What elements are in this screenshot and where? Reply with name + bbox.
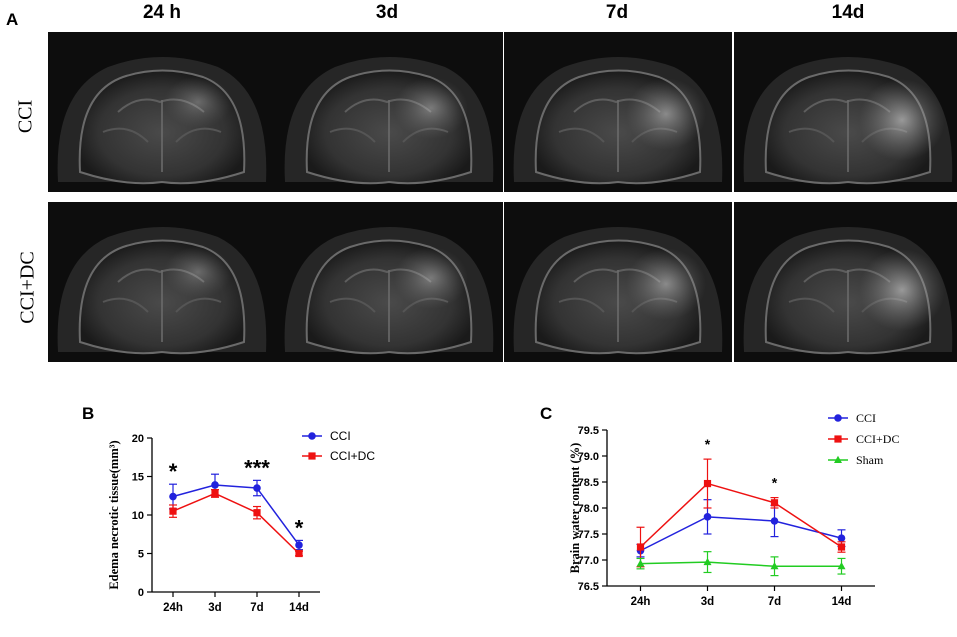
mri-image-cci-dc-14d [734, 202, 957, 362]
chart-c-x-tick-label: 24h [631, 596, 651, 608]
chart-c-x-tick-label: 14d [832, 596, 852, 608]
chart-c-cci-point [703, 513, 712, 521]
chart-b-x-tick-label: 3d [208, 602, 221, 614]
chart-c-y-tick-label: 76.5 [578, 581, 599, 593]
chart-c-legend-sham-marker [834, 455, 842, 463]
chart-b-y-tick-label: 15 [132, 472, 144, 484]
chart-b-legend-cci-dc-label: CCI+DC [330, 449, 375, 463]
chart-c-cci-dc-point [770, 499, 779, 507]
chart-b-cci-dc-point [169, 507, 177, 515]
chart-c-legend-cci-dc-label: CCI+DC [856, 432, 899, 446]
chart-b-legend-cci-dc-marker [308, 452, 316, 460]
chart-c-legend-cci-dc-marker [834, 435, 842, 443]
mri-image-cci-14d [734, 32, 957, 192]
chart-c-y-tick-label: 77.5 [578, 529, 599, 541]
chart-c-legend-sham-label: Sham [856, 453, 884, 467]
chart-c-cci-dc-line [639, 482, 842, 548]
chart-b-cci-point [253, 484, 261, 492]
mri-image-cci-dc-3d [275, 202, 503, 362]
chart-c-sham-point [837, 562, 846, 570]
chart-c-legend-cci-label: CCI [856, 411, 876, 425]
chart-b-y-axis-label: Edema necrotic tissue(mm³) [107, 440, 121, 589]
row-label-cci: CCI [14, 99, 37, 134]
chart-c-cci-dc-point [703, 479, 712, 488]
chart-b-x-tick-label: 7d [250, 602, 263, 614]
chart-b-cci-point [211, 481, 219, 489]
mri-image-cci-dc-24h [48, 202, 276, 362]
chart-b-cci-dc-line [172, 492, 300, 555]
chart-c-y-tick-label: 78.5 [578, 477, 599, 489]
chart-c-x-tick-label: 7d [768, 596, 781, 608]
chart-b-cci-dc-point [295, 549, 303, 558]
chart-b-x-tick-label: 14d [289, 602, 309, 614]
chart-b-x-tick-label: 24h [163, 602, 183, 614]
chart-b-cci-dc-point [211, 489, 219, 498]
chart-b-significance-mark: * [169, 459, 178, 484]
chart-c-sham-line [640, 561, 842, 567]
chart-c-sham-point [703, 557, 712, 566]
panel-a-letter: A [6, 10, 19, 29]
chart-b-cci-point [169, 492, 177, 501]
panel-c-letter: C [540, 404, 553, 423]
chart-b-y-tick-label: 5 [138, 549, 144, 561]
timepoint-label-14d: 14d [831, 2, 865, 23]
chart-b-cci-line [172, 484, 300, 546]
mri-image-cci-7d [504, 32, 732, 192]
chart-c-cci-line [640, 516, 842, 552]
chart-c-y-axis-label: Brain water content (%) [568, 443, 582, 574]
chart-c-y-tick-label: 79.5 [578, 425, 599, 437]
chart-b-legend-cci-label: CCI [330, 429, 351, 443]
chart-b-significance-mark: *** [244, 455, 270, 480]
chart-b-y-tick-label: 20 [132, 433, 144, 445]
chart-c-x-tick-label: 3d [701, 596, 714, 608]
timepoint-label-24h: 24 h [142, 2, 182, 23]
timepoint-label-7d: 7d [605, 2, 629, 23]
chart-b-y-tick-label: 10 [132, 510, 144, 522]
chart-b-edema: 0 5 10 15 20 24h 3d 7d 14d Edema necrotic tissue(… [107, 429, 375, 614]
chart-c-cci-point [837, 534, 846, 542]
timepoint-label-3d: 3d [375, 2, 399, 23]
row-label-cci-dc: CCI+DC [16, 251, 39, 324]
mri-image-cci-3d [275, 32, 503, 192]
chart-c-sham-point [636, 559, 645, 567]
chart-c-legend-cci-marker [834, 414, 842, 422]
mri-image-cci-24h [48, 32, 276, 192]
chart-c-significance-mark: * [705, 436, 711, 452]
chart-b-y-tick-label: 0 [138, 587, 144, 599]
chart-b-cci-point [295, 541, 303, 549]
chart-c-significance-mark: * [772, 475, 778, 491]
chart-b-significance-mark: * [295, 515, 304, 540]
chart-b-legend-cci-marker [308, 432, 316, 440]
mri-image-cci-dc-7d [504, 202, 732, 362]
panel-b-letter: B [82, 404, 95, 423]
chart-c-sham-point [770, 562, 779, 570]
chart-c-y-tick-label: 77.0 [578, 555, 599, 567]
chart-c-water-content: 76.5 77.0 77.5 78.0 78.5 79.0 79.5 24h 3d 7d 14d Br… [568, 411, 899, 608]
chart-b-cci-dc-point [253, 509, 261, 517]
chart-c-y-tick-label: 78.0 [578, 503, 599, 515]
chart-c-cci-point [770, 517, 779, 525]
chart-c-y-tick-label: 79.0 [578, 451, 599, 463]
chart-c-cci-dc-point [636, 543, 645, 551]
chart-c-cci-dc-point [837, 543, 846, 551]
